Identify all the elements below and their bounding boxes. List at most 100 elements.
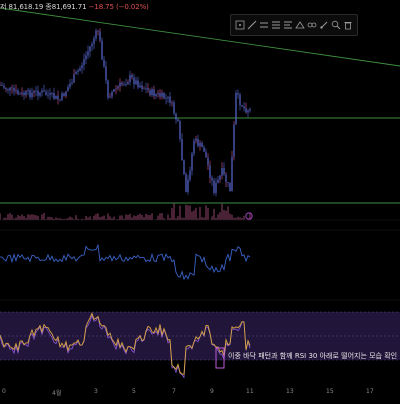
volume-bar — [147, 215, 148, 220]
candle-body — [237, 93, 238, 94]
candle-body — [121, 83, 122, 85]
change-percent: (−0.02%) — [116, 3, 149, 11]
volume-bar — [41, 214, 42, 220]
candle-body — [87, 51, 88, 55]
volume-bar — [17, 215, 18, 220]
volume-bar — [233, 218, 234, 220]
volume-bar — [239, 217, 240, 220]
cursor-icon[interactable] — [234, 18, 246, 32]
ohlc-legend: 저 81,618.19 종81,691.71 −18.75 (−0.02%) — [0, 2, 149, 12]
candle-body — [95, 31, 96, 39]
candle-body — [65, 91, 66, 96]
candle-body — [111, 92, 112, 97]
candle-body — [189, 171, 190, 180]
candle-body — [115, 88, 116, 89]
trash-icon[interactable] — [342, 18, 354, 32]
candle-body — [173, 102, 174, 113]
volume-bar — [159, 213, 160, 220]
volume-bar — [219, 212, 220, 220]
alert-marker-icon — [246, 213, 252, 219]
volume-bar — [121, 215, 122, 220]
candle-body — [125, 84, 126, 85]
candle-body — [159, 93, 160, 97]
volume-bar — [231, 215, 232, 220]
volume-bar — [167, 214, 168, 220]
volume-bar — [7, 214, 8, 220]
volume-bar — [199, 207, 200, 220]
candle-body — [175, 114, 176, 120]
volume-bar — [201, 217, 202, 220]
x-tick: 13 — [286, 388, 294, 395]
text-icon[interactable] — [282, 18, 294, 32]
volume-bar — [185, 205, 186, 220]
candle-body — [169, 97, 170, 103]
zoom-icon[interactable] — [330, 18, 342, 32]
candle-body — [117, 87, 118, 89]
horizontal-line-icon[interactable] — [258, 18, 270, 32]
candle-body — [103, 60, 104, 67]
x-tick: 5 — [132, 388, 136, 395]
fib-icon[interactable] — [270, 18, 282, 32]
chart-annotation: 이중 바닥 패턴과 함께 RSI 30 아래로 떨어지는 모습 확인 — [228, 351, 397, 361]
volume-bar — [173, 203, 174, 220]
volume-bar — [55, 217, 56, 220]
candle-body — [0, 85, 1, 86]
candle-body — [51, 93, 52, 94]
candle-body — [241, 105, 242, 106]
volume-bar — [193, 210, 194, 220]
candle-body — [203, 147, 204, 152]
candle-body — [219, 176, 220, 180]
volume-bar — [151, 213, 152, 220]
candle-body — [211, 178, 212, 181]
pattern-icon[interactable] — [306, 18, 318, 32]
volume-bar — [15, 218, 16, 220]
volume-bar — [119, 216, 120, 220]
volume-bar — [161, 213, 162, 220]
candle-body — [177, 120, 178, 122]
candle-body — [47, 95, 48, 96]
volume-bar — [31, 214, 32, 220]
volume-bar — [43, 213, 44, 220]
candle-body — [101, 41, 102, 60]
candle-body — [37, 91, 38, 96]
volume-bar — [179, 206, 180, 220]
volume-bar — [127, 215, 128, 220]
time-axis[interactable]: 0 4월 3 5 7 9 11 13 15 17 — [0, 386, 400, 400]
volume-bar — [191, 212, 192, 220]
candle-body — [119, 83, 120, 87]
candle-body — [201, 143, 202, 147]
brush-icon[interactable] — [318, 18, 330, 32]
volume-bar — [143, 217, 144, 220]
volume-bar — [211, 216, 212, 220]
candle-body — [49, 93, 50, 95]
trend-line-icon[interactable] — [246, 18, 258, 32]
volume-bar — [129, 214, 130, 220]
change-value: −18.75 — [89, 3, 114, 11]
candle-body — [69, 84, 70, 87]
volume-bar — [97, 213, 98, 220]
volume-bar — [0, 213, 1, 220]
candle-body — [131, 75, 132, 78]
candle-body — [7, 89, 8, 90]
volume-bar — [203, 218, 204, 220]
candle-body — [73, 74, 74, 82]
candle-body — [207, 158, 208, 166]
candle-body — [29, 90, 30, 97]
measure-icon[interactable] — [294, 18, 306, 32]
candle-body — [75, 72, 76, 74]
candle-body — [67, 87, 68, 91]
volume-bar — [75, 215, 76, 220]
candle-body — [205, 152, 206, 158]
volume-bar — [215, 218, 216, 220]
indicator-line — [0, 245, 250, 279]
candle-body — [171, 102, 172, 103]
volume-bar — [235, 218, 236, 220]
candle-body — [23, 93, 24, 96]
volume-bar — [47, 217, 48, 220]
x-tick: 4월 — [52, 388, 61, 397]
volume-bar — [223, 210, 224, 220]
volume-bar — [149, 215, 150, 220]
volume-bar — [85, 216, 86, 220]
